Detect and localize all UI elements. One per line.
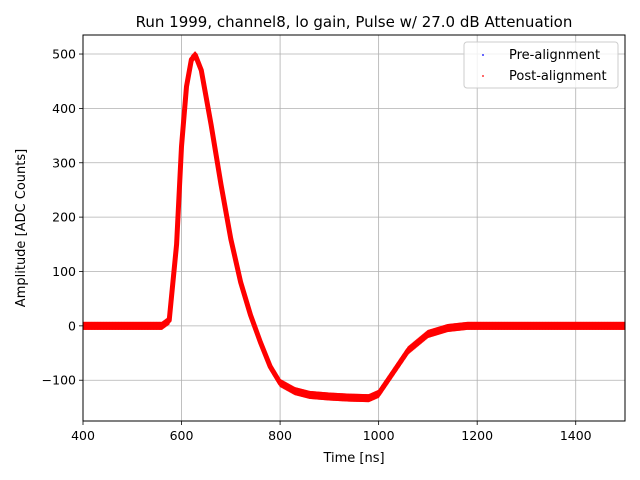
y-tick-label: −100 — [42, 373, 76, 388]
legend-marker-pre-alignment — [482, 54, 484, 56]
series-pre-alignment — [82, 53, 626, 401]
legend-label-post-alignment: Post-alignment — [509, 69, 607, 84]
x-tick-label: 1400 — [560, 428, 592, 443]
x-tick-label: 1000 — [363, 428, 395, 443]
legend-label-pre-alignment: Pre-alignment — [509, 48, 600, 63]
legend-box — [463, 41, 619, 89]
x-tick-label: 1200 — [461, 428, 493, 443]
plot-frame — [82, 34, 626, 422]
x-tick-label: 400 — [71, 428, 95, 443]
series-trace — [83, 52, 625, 401]
y-tick-label: 300 — [52, 155, 76, 170]
legend-marker-post-alignment — [482, 75, 484, 77]
axis-ticks: 400 600 800 1000 1200 1400 −100 0 100 200 300 400 50… — [42, 47, 592, 443]
y-axis-label: Amplitude [ADC Counts] — [14, 149, 29, 307]
y-tick-label: 0 — [68, 318, 76, 333]
grid — [82, 35, 625, 421]
y-tick-label: 100 — [52, 264, 76, 279]
chart-title: Run 1999, channel8, lo gain, Pulse w/ 27… — [136, 13, 573, 31]
plot-data — [82, 51, 626, 403]
series-trace — [83, 53, 625, 400]
y-tick-label: 200 — [52, 210, 76, 225]
series-post-alignment — [82, 51, 626, 403]
x-axis-label: Time [ns] — [322, 451, 384, 466]
y-tick-label: 400 — [52, 101, 76, 116]
y-tick-label: 500 — [52, 47, 76, 62]
x-tick-label: 600 — [170, 428, 194, 443]
x-tick-label: 800 — [268, 428, 292, 443]
legend: Pre-alignment Post-alignment — [463, 41, 619, 89]
